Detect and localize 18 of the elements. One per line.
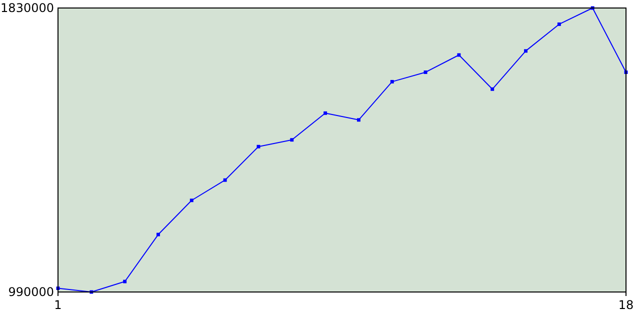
point xyxy=(123,280,127,284)
point xyxy=(490,87,494,91)
y-tick-label: 990000 xyxy=(8,285,54,300)
point xyxy=(156,232,160,236)
line-series xyxy=(56,6,628,294)
point xyxy=(356,118,360,122)
point xyxy=(557,22,561,26)
point xyxy=(190,198,194,202)
point xyxy=(290,138,294,142)
point xyxy=(424,70,428,74)
y-tick-label: 1830000 xyxy=(0,1,54,16)
point xyxy=(223,178,227,182)
point xyxy=(324,111,328,115)
point xyxy=(390,80,394,84)
x-tick-label: 1 xyxy=(54,298,62,312)
point xyxy=(524,49,528,53)
x-tick-label: 18 xyxy=(618,298,634,312)
point xyxy=(256,144,260,148)
